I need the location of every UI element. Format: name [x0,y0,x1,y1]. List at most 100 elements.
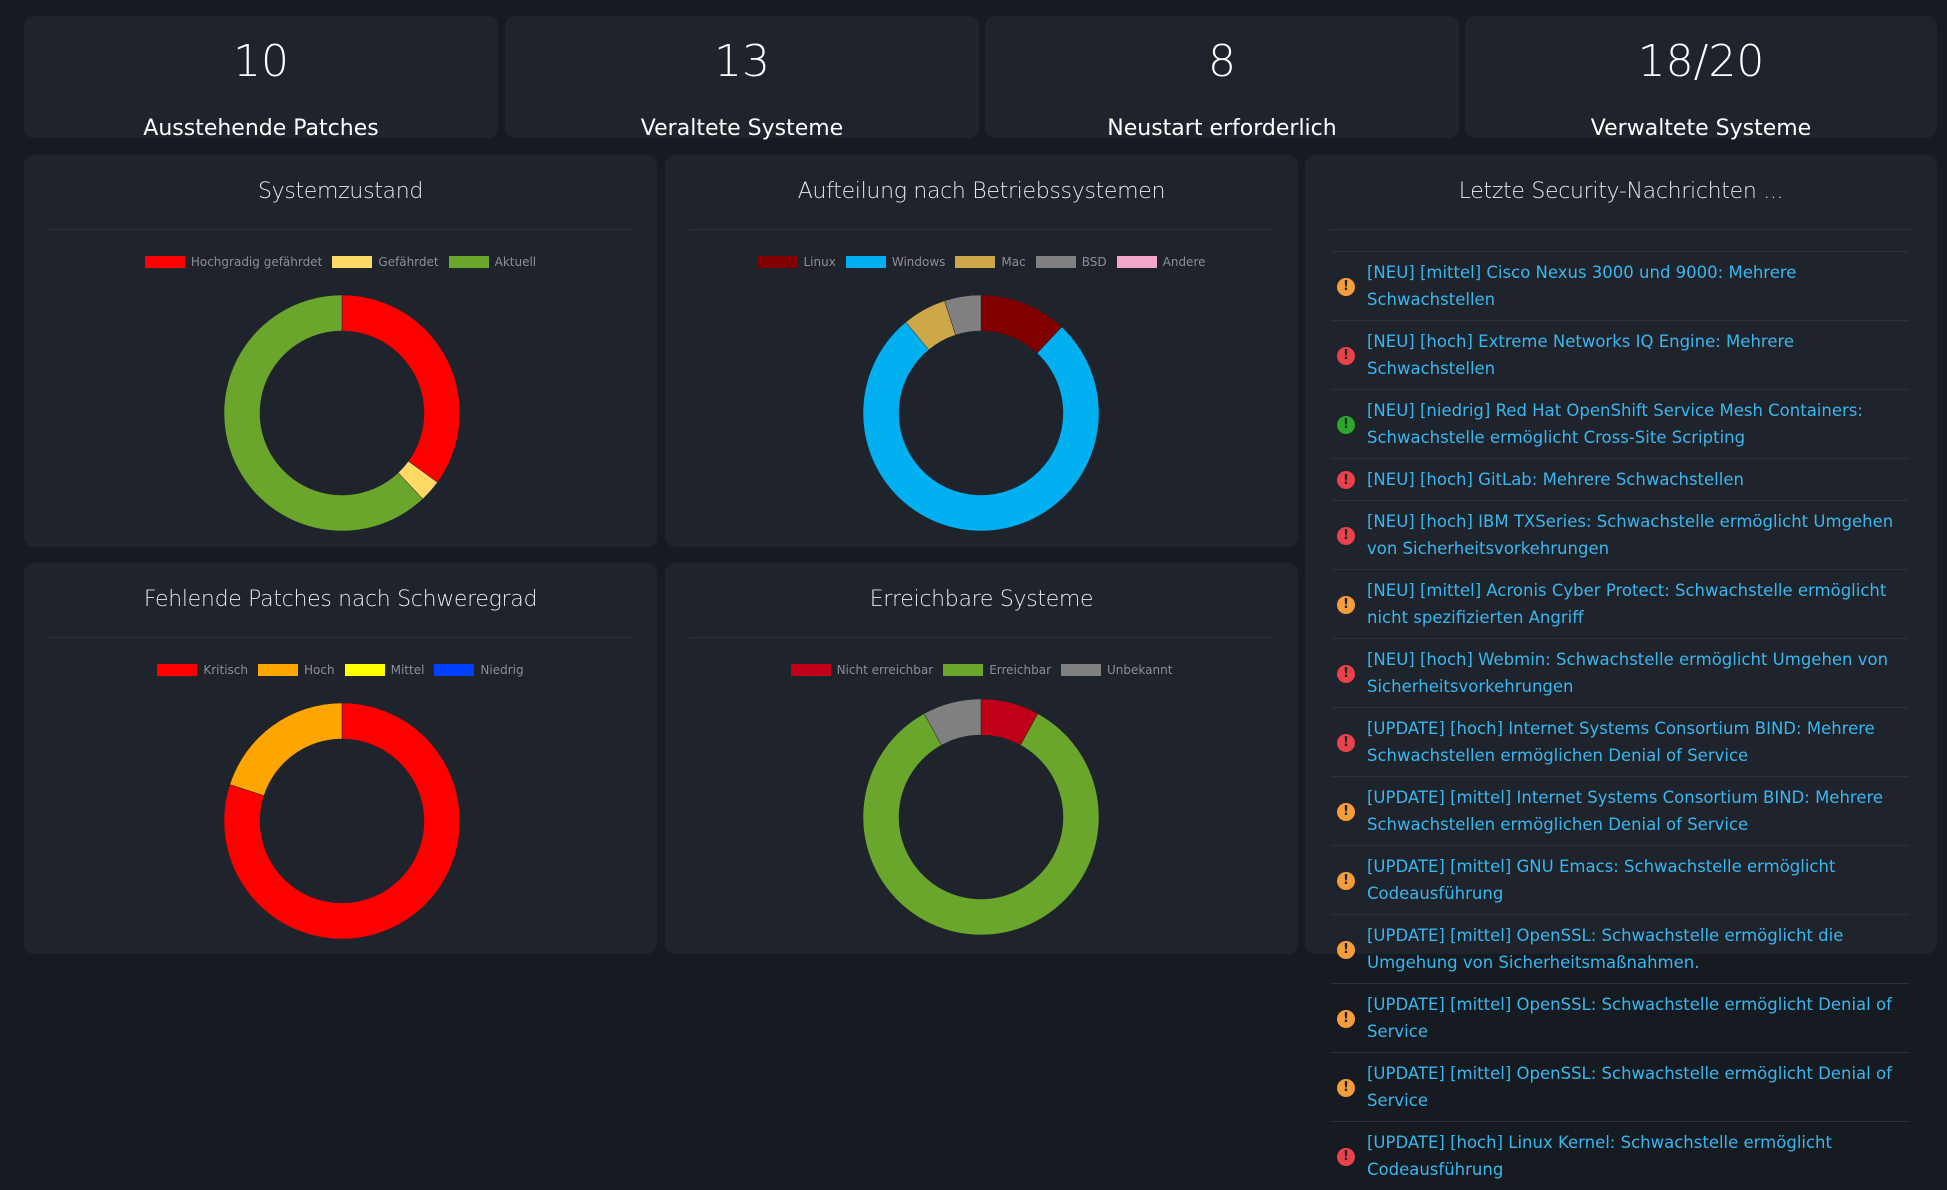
chart-legend: Kritisch Hoch Mittel Niedrig [24,663,657,677]
legend-item-gefahrdet[interactable]: Gefährdet [332,255,439,269]
donut-slice-hochgradig-gefahrdet[interactable] [341,294,461,483]
panel-fehlende-patches: Fehlende Patches nach Schweregrad Kritis… [24,563,657,954]
stat-card-outdated-systems: 13 Veraltete Systeme [505,16,979,141]
legend-item-nicht-erreichbar[interactable]: Nicht erreichbar [790,663,934,677]
news-item[interactable]: ! [UPDATE] [hoch] Internet Systems Consor… [1331,707,1909,776]
donut-slice-windows[interactable] [862,321,1100,532]
legend-label: Nicht erreichbar [836,663,934,677]
donut-slice-aktuell[interactable] [223,294,424,532]
stat-card-managed-systems: 18/20 Verwaltete Systeme [1465,16,1937,141]
legend-label: Hoch [304,663,335,677]
legend-swatch [332,256,373,268]
divider [689,637,1274,638]
legend-label: Kritisch [203,663,249,677]
chart-legend: Linux Windows Mac BSD Andere [665,255,1298,269]
donut-chart-fehlende-patches [223,702,461,940]
news-item[interactable]: ! [UPDATE] [mittel] GNU Emacs: Schwachste… [1331,845,1909,914]
donut-slice-hoch[interactable] [229,702,343,796]
legend-swatch [258,664,299,676]
legend-item-unbekannt[interactable]: Unbekannt [1061,663,1172,677]
legend-label: BSD [1081,255,1107,269]
severity-hoch-icon: ! [1337,471,1355,489]
news-link[interactable]: [NEU] [hoch] GitLab: Mehrere Schwachstel… [1367,470,1744,489]
severity-mittel-icon: ! [1337,871,1355,890]
donut-chart-systemzustand [223,294,461,532]
legend-label: Gefährdet [378,255,439,269]
news-link[interactable]: [UPDATE] [mittel] OpenSSL: Schwachstelle… [1367,995,1892,1041]
news-item[interactable]: ! [UPDATE] [hoch] Linux Kernel: Schwachst… [1331,1121,1909,1190]
legend-item-mac[interactable]: Mac [955,255,1026,269]
news-link[interactable]: [UPDATE] [mittel] OpenSSL: Schwachstelle… [1367,1064,1892,1110]
chart-legend: Hochgradig gefährdet Gefährdet Aktuell [24,255,657,269]
legend-swatch [157,664,198,676]
donut-slice-erreichbar[interactable] [862,713,1100,936]
news-item[interactable]: ! [NEU] [hoch] IBM TXSeries: Schwachstell… [1331,500,1909,569]
legend-item-linux[interactable]: Linux [757,255,836,269]
news-link[interactable]: [NEU] [hoch] IBM TXSeries: Schwachstelle… [1367,512,1894,558]
panel-title: Erreichbare Systeme [869,587,1094,612]
legend-label: Linux [803,255,836,269]
severity-hoch-icon: ! [1337,733,1355,752]
legend-item-andere[interactable]: Andere [1116,255,1206,269]
news-item[interactable]: ! [UPDATE] [mittel] OpenSSL: Schwachstell… [1331,914,1909,983]
donut-slice-kritisch[interactable] [223,702,461,940]
news-item[interactable]: ! [UPDATE] [mittel] Internet Systems Cons… [1331,776,1909,845]
stat-label: Ausstehende Patches [143,116,379,141]
legend-item-erreichbar[interactable]: Erreichbar [943,663,1051,677]
panel-title: Letzte Security-Nachrichten ... [1458,179,1784,204]
news-link[interactable]: [UPDATE] [hoch] Internet Systems Consort… [1367,719,1875,765]
news-link[interactable]: [UPDATE] [mittel] OpenSSL: Schwachstelle… [1367,926,1844,972]
panel-systemzustand: Systemzustand Hochgradig gefährdet Gefähr… [24,155,657,547]
legend-item-windows[interactable]: Windows [845,255,946,269]
panel-erreichbare-systeme: Erreichbare Systeme Nicht erreichbar Erre… [665,563,1298,954]
stat-card-reboot-required: 8 Neustart erforderlich [985,16,1459,141]
news-item[interactable]: ! [NEU] [hoch] GitLab: Mehrere Schwachste… [1331,458,1909,500]
legend-swatch [757,256,798,268]
legend-item-hoch[interactable]: Hoch [258,663,335,677]
legend-swatch [1061,664,1102,676]
stat-value: 13 [714,36,770,87]
severity-niedrig-icon: ! [1337,415,1355,434]
news-item[interactable]: ! [NEU] [hoch] Extreme Networks IQ Engine… [1331,320,1909,389]
legend-swatch [943,664,984,676]
donut-slice-unbekannt[interactable] [923,698,982,746]
legend-item-hochgradig-gefahrdet[interactable]: Hochgradig gefährdet [144,255,323,269]
legend-item-niedrig[interactable]: Niedrig [434,663,524,677]
panel-title: Systemzustand [257,179,424,204]
news-link[interactable]: [NEU] [hoch] Webmin: Schwachstelle ermög… [1367,650,1889,696]
news-item[interactable]: ! [UPDATE] [mittel] OpenSSL: Schwachstell… [1331,1052,1909,1121]
legend-item-bsd[interactable]: BSD [1035,255,1107,269]
news-link[interactable]: [UPDATE] [hoch] Linux Kernel: Schwachste… [1367,1133,1832,1179]
news-list: ! [NEU] [mittel] Cisco Nexus 3000 und 900… [1331,251,1909,1190]
severity-hoch-icon: ! [1337,526,1355,545]
legend-item-mittel[interactable]: Mittel [344,663,425,677]
legend-item-kritisch[interactable]: Kritisch [157,663,248,677]
legend-item-aktuell[interactable]: Aktuell [448,255,537,269]
stat-value: 8 [1208,36,1236,87]
legend-swatch [955,256,996,268]
divider [1329,229,1913,230]
news-item[interactable]: ! [NEU] [mittel] Acronis Cyber Protect: S… [1331,569,1909,638]
divider [48,637,633,638]
legend-label: Hochgradig gefährdet [190,255,323,269]
news-link[interactable]: [UPDATE] [mittel] GNU Emacs: Schwachstel… [1367,857,1836,903]
legend-label: Aktuell [494,255,537,269]
panel-security-news: Letzte Security-Nachrichten ... ! [NEU] [… [1305,155,1937,1179]
news-link[interactable]: [NEU] [mittel] Cisco Nexus 3000 und 9000… [1367,263,1797,309]
legend-swatch [1116,256,1157,268]
news-link[interactable]: [NEU] [mittel] Acronis Cyber Protect: Sc… [1367,581,1887,627]
news-link[interactable]: [NEU] [hoch] Extreme Networks IQ Engine:… [1367,332,1795,378]
legend-label: Mittel [390,663,425,677]
stat-value: 18/20 [1637,36,1765,87]
donut-slice-bsd[interactable] [944,294,982,336]
legend-label: Windows [891,255,946,269]
news-link[interactable]: [NEU] [niedrig] Red Hat OpenShift Servic… [1367,401,1863,447]
news-link[interactable]: [UPDATE] [mittel] Internet Systems Conso… [1367,788,1884,834]
news-item[interactable]: ! [NEU] [niedrig] Red Hat OpenShift Servi… [1331,389,1909,458]
news-item[interactable]: ! [NEU] [mittel] Cisco Nexus 3000 und 900… [1331,251,1909,320]
news-item[interactable]: ! [UPDATE] [mittel] OpenSSL: Schwachstell… [1331,983,1909,1052]
stat-label: Veraltete Systeme [640,116,844,141]
news-item[interactable]: ! [NEU] [hoch] Webmin: Schwachstelle ermö… [1331,638,1909,707]
divider [689,229,1274,230]
severity-mittel-icon: ! [1337,940,1355,959]
